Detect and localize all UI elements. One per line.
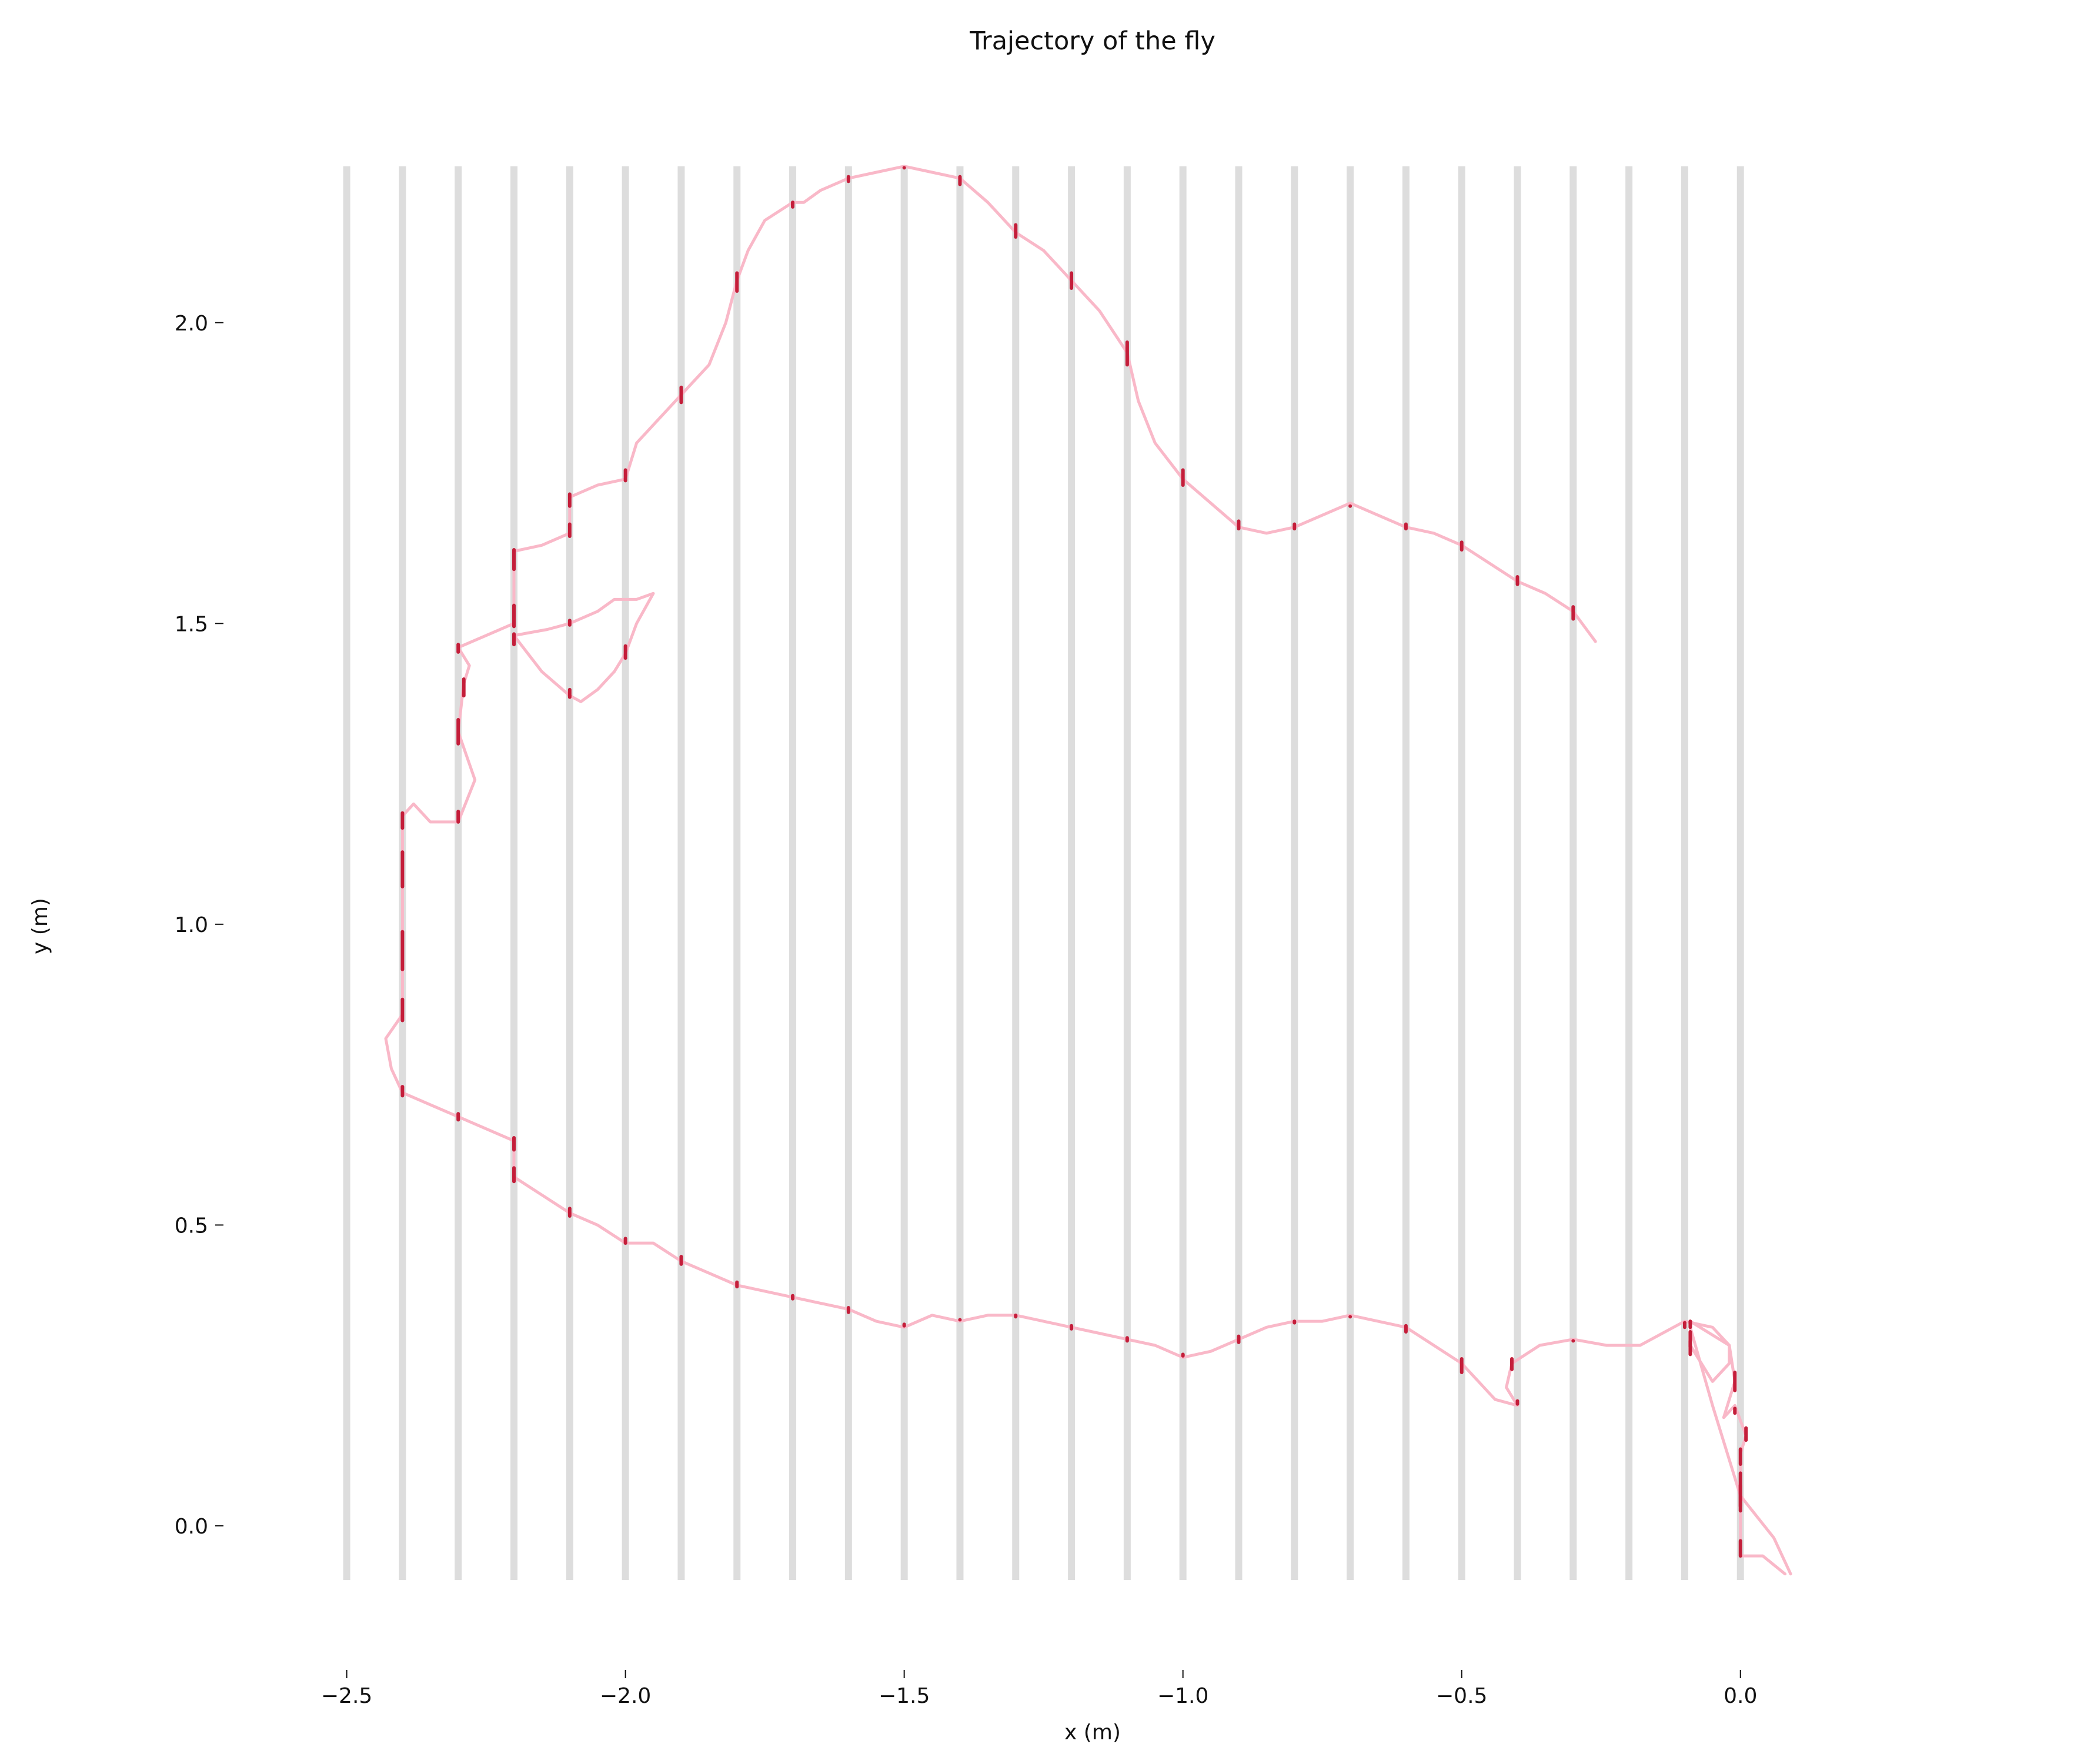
trajectory-series — [512, 592, 655, 703]
y-axis-ticks: 0.0 0.5 1.0 1.5 2.0 — [175, 312, 223, 1539]
x-tick-label: −1.5 — [879, 1684, 930, 1708]
trajectory-series — [384, 165, 1787, 1576]
x-axis-label: x (m) — [1064, 1720, 1121, 1745]
x-tick-label: −2.5 — [321, 1684, 372, 1708]
x-tick-label: −1.0 — [1157, 1684, 1208, 1708]
y-tick-label: 2.0 — [175, 312, 208, 336]
trajectory-lines — [384, 165, 1792, 1576]
y-tick-label: 1.5 — [175, 612, 208, 636]
y-axis-label: y (m) — [28, 898, 52, 954]
x-tick-label: −0.5 — [1436, 1684, 1487, 1708]
x-axis-ticks: −2.5 −2.0 −1.5 −1.0 −0.5 0.0 — [321, 1670, 1757, 1708]
y-tick-label: 1.0 — [175, 913, 208, 937]
x-tick-label: 0.0 — [1724, 1684, 1757, 1708]
chart-title: Trajectory of the fly — [969, 26, 1215, 56]
y-tick-label: 0.0 — [175, 1515, 208, 1539]
y-tick-label: 0.5 — [175, 1214, 208, 1238]
vertical-bars — [343, 166, 1744, 1580]
x-tick-label: −2.0 — [600, 1684, 651, 1708]
